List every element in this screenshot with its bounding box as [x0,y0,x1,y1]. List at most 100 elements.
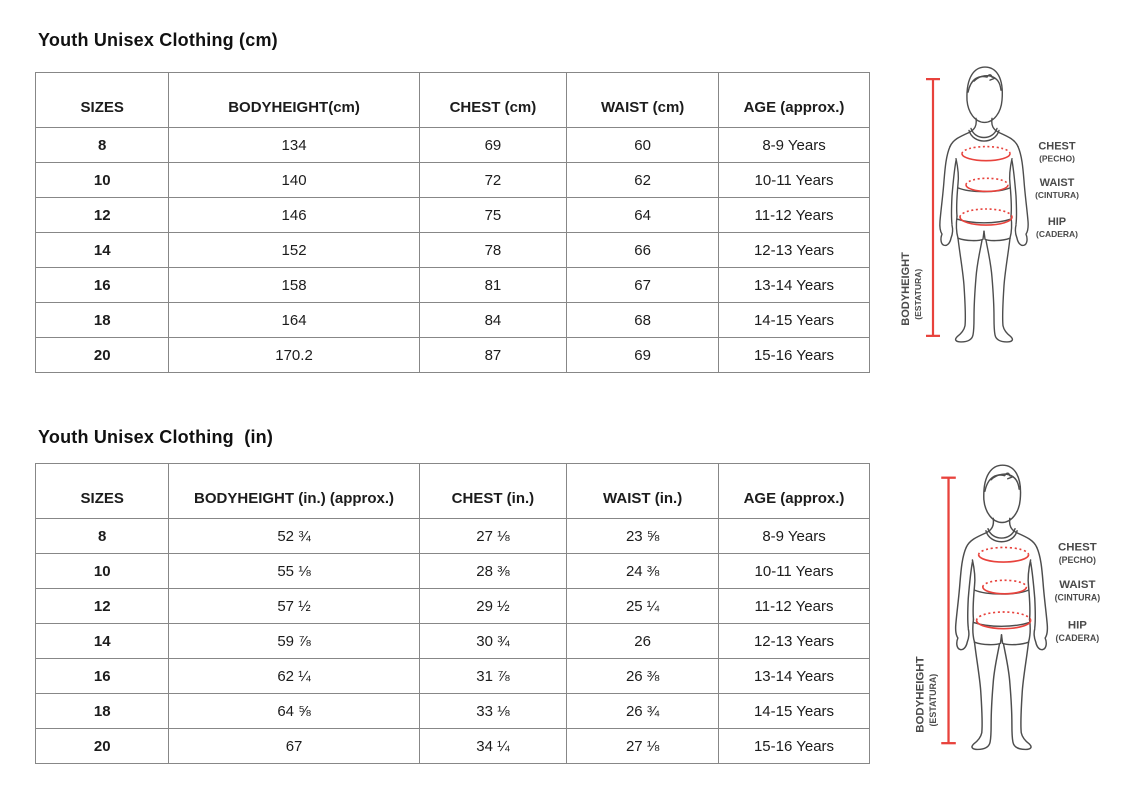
value-cell: 26 [566,623,720,659]
table-body: 8 52 ¾ 27 ⅛ 23 ⅝ 8-9 Years 10 55 ⅛ 28 ⅜ 24 ⅜ 10-1… [34,518,870,764]
section-title-cm: Youth Unisex Clothing (cm) [38,30,278,50]
header-bodyheight: BODYHEIGHT(cm) [168,72,420,128]
value-cell: 87 [418,337,568,373]
size-cell: 18 [34,302,170,338]
size-cell: 10 [34,162,170,198]
value-cell: 14-15 Years [718,693,870,729]
value-cell: 29 ½ [418,588,568,624]
value-cell: 62 [566,162,720,198]
value-cell: 75 [418,197,568,233]
table-header-row: SIZES BODYHEIGHT (in.) (approx.) CHEST (… [34,463,870,519]
waist-sublabel: (CINTURA) [1055,593,1101,603]
value-cell: 12-13 Years [718,623,870,659]
value-cell: 26 ⅜ [566,658,720,694]
table-header: SIZES BODYHEIGHT (in.) (approx.) CHEST (… [34,463,870,519]
waist-label: WAIST [1040,177,1075,189]
waist-label: WAIST [1059,579,1095,591]
header-chest: CHEST (in.) [418,463,568,519]
header-age: AGE (approx.) [718,463,870,519]
value-cell: 10-11 Years [718,553,870,589]
size-cell: 10 [34,553,170,589]
waist-sublabel: (CINTURA) [1035,190,1079,200]
value-cell: 78 [418,232,568,268]
value-cell: 59 ⅞ [168,623,420,659]
table-row: 16 158 81 67 13-14 Years [34,267,870,303]
value-cell: 26 ¾ [566,693,720,729]
body-outline [954,464,1049,751]
value-cell: 66 [566,232,720,268]
table-row: 18 64 ⅝ 33 ⅛ 26 ¾ 14-15 Years [34,693,870,729]
table-row: 14 59 ⅞ 30 ¾ 26 12-13 Years [34,623,870,659]
bodyheight-sublabel: (ESTATURA) [928,674,938,727]
table-header: SIZES BODYHEIGHT(cm) CHEST (cm) WAIST (c… [34,72,870,128]
bodyheight-measure-line [941,476,956,745]
value-cell: 64 [566,197,720,233]
table-row: 18 164 84 68 14-15 Years [34,302,870,338]
size-cell: 14 [34,623,170,659]
value-cell: 28 ⅜ [418,553,568,589]
table-row: 12 146 75 64 11-12 Years [34,197,870,233]
value-cell: 69 [418,127,568,163]
hip-sublabel: (CADERA) [1056,633,1100,643]
bodyheight-label: BODYHEIGHT [915,656,927,732]
value-cell: 23 ⅝ [566,518,720,554]
bodyheight-label: BODYHEIGHT [900,252,912,326]
value-cell: 10-11 Years [718,162,870,198]
value-cell: 64 ⅝ [168,693,420,729]
value-cell: 33 ⅛ [418,693,568,729]
value-cell: 69 [566,337,720,373]
size-cell: 16 [34,267,170,303]
chest-sublabel: (PECHO) [1039,154,1075,164]
size-table-in: SIZES BODYHEIGHT (in.) (approx.) CHEST (… [34,463,870,764]
value-cell: 152 [168,232,420,268]
value-cell: 27 ⅛ [418,518,568,554]
value-cell: 52 ¾ [168,518,420,554]
table-row: 14 152 78 66 12-13 Years [34,232,870,268]
table-body: 8 134 69 60 8-9 Years 10 140 72 62 10-11 Years 12 1… [34,127,870,373]
value-cell: 13-14 Years [718,658,870,694]
value-cell: 25 ¼ [566,588,720,624]
body-diagram-svg: CHEST (PECHO) WAIST (CINTURA) HIP (CADER… [900,66,1079,343]
table-row: 20 67 34 ¼ 27 ⅛ 15-16 Years [34,728,870,764]
chest-sublabel: (PECHO) [1059,555,1096,565]
value-cell: 81 [418,267,568,303]
size-cell: 18 [34,693,170,729]
size-cell: 20 [34,728,170,764]
value-cell: 67 [168,728,420,764]
value-cell: 15-16 Years [718,337,870,373]
size-cell: 12 [34,197,170,233]
measurement-ellipses [959,145,1013,226]
value-cell: 13-14 Years [718,267,870,303]
header-waist: WAIST (cm) [566,72,720,128]
value-cell: 11-12 Years [718,588,870,624]
table-row: 10 55 ⅛ 28 ⅜ 24 ⅜ 10-11 Years [34,553,870,589]
header-age: AGE (approx.) [718,72,870,128]
diagram-labels: CHEST (PECHO) WAIST (CINTURA) HIP (CADER… [915,542,1101,733]
value-cell: 68 [566,302,720,338]
hip-sublabel: (CADERA) [1036,229,1078,239]
body-diagram-svg: CHEST (PECHO) WAIST (CINTURA) HIP (CADER… [915,464,1101,751]
body-measurement-diagram-in: CHEST (PECHO) WAIST (CINTURA) HIP (CADER… [908,460,1121,764]
table-row: 8 52 ¾ 27 ⅛ 23 ⅝ 8-9 Years [34,518,870,554]
table-row: 20 170.2 87 69 15-16 Years [34,337,870,373]
diagram-labels: CHEST (PECHO) WAIST (CINTURA) HIP (CADER… [900,141,1079,326]
header-sizes: SIZES [34,463,170,519]
size-cell: 8 [34,127,170,163]
size-cell: 8 [34,518,170,554]
value-cell: 8-9 Years [718,127,870,163]
value-cell: 72 [418,162,568,198]
chest-label: CHEST [1038,141,1075,153]
size-cell: 14 [34,232,170,268]
size-cell: 12 [34,588,170,624]
value-cell: 140 [168,162,420,198]
value-cell: 30 ¾ [418,623,568,659]
measurement-ellipses [975,546,1032,630]
value-cell: 12-13 Years [718,232,870,268]
table-row: 10 140 72 62 10-11 Years [34,162,870,198]
value-cell: 34 ¼ [418,728,568,764]
bodyheight-measure-line [926,78,940,337]
value-cell: 170.2 [168,337,420,373]
value-cell: 11-12 Years [718,197,870,233]
value-cell: 14-15 Years [718,302,870,338]
